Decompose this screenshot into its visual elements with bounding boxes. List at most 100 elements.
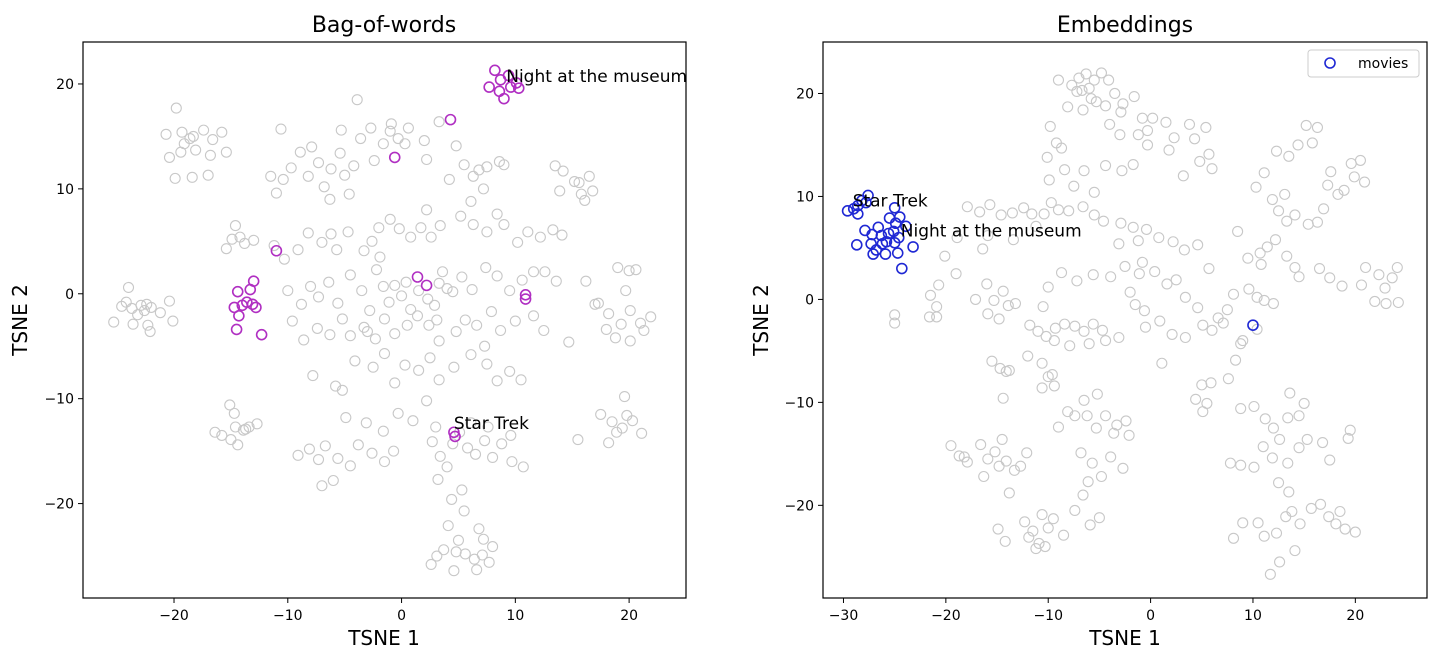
background-point [1281,250,1293,262]
background-point [603,437,615,449]
background-point [479,340,491,352]
background-point [1324,272,1336,284]
background-point [1313,262,1326,275]
highlight-point [512,82,525,94]
background-point [515,374,527,386]
highlight-point [519,289,532,301]
background-point [1255,258,1267,270]
x-tick-label: 0 [1146,608,1155,624]
background-point [1021,447,1033,459]
background-point [441,461,453,473]
background-point [1042,522,1054,534]
background-point [265,170,277,182]
background-point [1105,451,1117,463]
background-point [1355,279,1368,291]
y-tick-label: 20 [56,77,74,93]
background-point [144,325,156,338]
highlight-point [489,64,501,77]
background-point [334,147,346,159]
background-point [434,220,446,232]
background-point [459,314,471,326]
background-point [549,160,561,172]
x-tick-label: −30 [829,608,859,624]
background-point [302,170,314,182]
background-point [1073,72,1085,84]
background-point [1077,104,1089,116]
x-tick-label: 10 [1244,608,1262,624]
background-point [370,264,383,276]
background-point [1099,100,1112,112]
background-point [405,303,417,316]
background-point [1108,427,1120,439]
background-point [349,355,361,367]
highlight-point [891,247,904,259]
background-point [369,333,381,345]
background-point [485,306,497,318]
background-point [1117,462,1129,474]
background-point [624,335,636,347]
background-point [1194,155,1206,167]
background-point [226,233,238,245]
background-point [1293,271,1305,283]
background-point [311,322,323,334]
background-point [325,228,337,240]
background-point [982,453,994,465]
background-point [323,276,335,288]
background-point [176,126,188,138]
highlight-point [504,81,517,93]
background-point [399,359,411,371]
background-point [1269,234,1282,246]
background-point [120,296,132,308]
background-point [336,384,348,396]
highlight-point [841,205,854,217]
background-point [1048,380,1060,392]
background-point [374,251,386,263]
background-point [1086,457,1098,469]
background-point [306,141,318,153]
background-point [1019,516,1031,528]
background-point [316,480,328,492]
background-point [1324,454,1336,466]
background-point [1032,325,1044,337]
background-point [977,243,989,255]
background-point [1077,201,1089,213]
background-point [431,550,443,562]
background-point [1349,526,1361,538]
background-point [141,298,153,310]
background-point [202,169,214,181]
background-point [482,421,494,433]
background-point [645,311,657,323]
background-point [1071,275,1083,287]
x-tick-label: −10 [273,608,303,624]
background-point [450,140,462,152]
background-point [516,274,528,286]
background-point [270,187,282,199]
background-point [575,188,587,200]
background-point [534,231,546,243]
background-point [1009,297,1022,310]
background-point [1251,291,1263,303]
background-point [187,130,199,142]
background-point [356,285,368,297]
background-point [1115,217,1127,229]
background-point [1235,459,1247,471]
background-point [603,308,615,320]
background-point [1141,139,1154,151]
background-point [950,268,962,280]
background-point [1224,457,1236,469]
background-point [399,138,411,150]
background-point [479,435,491,447]
background-point [572,434,584,446]
background-point [1027,525,1039,537]
background-point [465,417,477,429]
background-point [336,313,348,325]
background-point [441,282,453,295]
background-point [1166,328,1178,340]
background-point [368,154,380,167]
background-point [636,427,648,439]
background-point [436,266,449,278]
highlight-point [879,248,892,260]
background-point [1015,460,1027,472]
background-point [1235,402,1247,415]
highlight-point [449,430,461,443]
